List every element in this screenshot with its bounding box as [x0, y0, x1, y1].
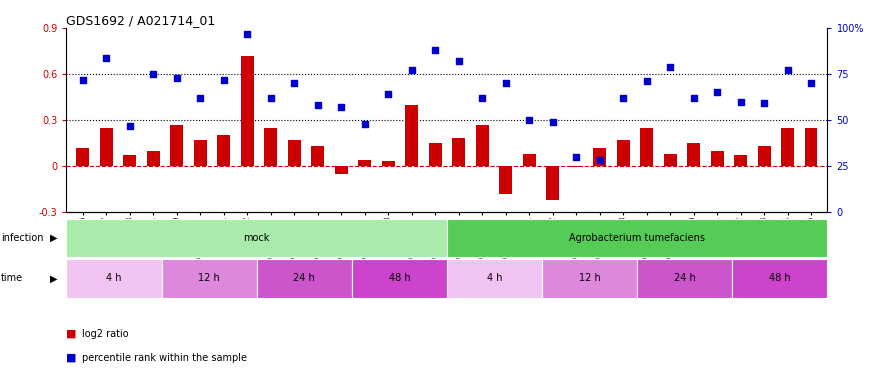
- Bar: [546, 166, 559, 200]
- Bar: [381, 161, 395, 166]
- Text: infection: infection: [1, 233, 43, 243]
- Point: [475, 95, 489, 101]
- Bar: [241, 56, 254, 166]
- Bar: [76, 148, 89, 166]
- Bar: [640, 128, 653, 166]
- Text: Agrobacterium tumefaciens: Agrobacterium tumefaciens: [569, 233, 705, 243]
- Point: [593, 158, 607, 164]
- Point: [428, 47, 442, 53]
- Point: [240, 31, 254, 37]
- Text: ■: ■: [66, 329, 77, 339]
- Bar: [637, 259, 733, 298]
- Bar: [758, 146, 771, 166]
- Point: [734, 99, 748, 105]
- Bar: [352, 259, 447, 298]
- Bar: [100, 128, 112, 166]
- Point: [687, 95, 701, 101]
- Text: 4 h: 4 h: [487, 273, 503, 284]
- Bar: [499, 166, 512, 194]
- Bar: [288, 140, 301, 166]
- Point: [498, 80, 512, 86]
- Point: [193, 95, 207, 101]
- Text: 48 h: 48 h: [769, 273, 790, 284]
- Text: 4 h: 4 h: [106, 273, 122, 284]
- Point: [287, 80, 301, 86]
- Point: [123, 123, 137, 129]
- Bar: [66, 259, 161, 298]
- Bar: [452, 138, 466, 166]
- Point: [146, 71, 160, 77]
- Bar: [733, 259, 827, 298]
- Bar: [781, 128, 794, 166]
- Bar: [194, 140, 207, 166]
- Bar: [570, 166, 582, 168]
- Point: [335, 104, 349, 110]
- Bar: [542, 259, 637, 298]
- Point: [358, 121, 372, 127]
- Point: [217, 76, 231, 82]
- Bar: [734, 155, 747, 166]
- Point: [569, 154, 583, 160]
- Bar: [170, 124, 183, 166]
- Bar: [257, 259, 351, 298]
- Point: [757, 100, 771, 106]
- Text: 12 h: 12 h: [579, 273, 601, 284]
- Bar: [664, 154, 676, 166]
- Bar: [335, 166, 348, 174]
- Bar: [711, 151, 724, 166]
- Point: [404, 68, 419, 74]
- Text: GDS1692 / A021714_01: GDS1692 / A021714_01: [66, 14, 216, 27]
- Point: [616, 95, 630, 101]
- Bar: [147, 151, 160, 166]
- Bar: [358, 160, 371, 166]
- Text: ▶: ▶: [50, 233, 57, 243]
- Point: [381, 91, 396, 97]
- Bar: [265, 128, 277, 166]
- Bar: [523, 154, 535, 166]
- Bar: [218, 135, 230, 166]
- Bar: [447, 219, 827, 257]
- Point: [781, 68, 795, 74]
- Bar: [66, 219, 447, 257]
- Point: [522, 117, 536, 123]
- Bar: [428, 143, 442, 166]
- Point: [311, 102, 325, 108]
- Point: [640, 78, 654, 84]
- Point: [451, 58, 466, 64]
- Text: 12 h: 12 h: [198, 273, 220, 284]
- Text: percentile rank within the sample: percentile rank within the sample: [82, 353, 247, 363]
- Bar: [123, 155, 136, 166]
- Bar: [476, 124, 489, 166]
- Point: [663, 64, 677, 70]
- Text: time: time: [1, 273, 23, 284]
- Bar: [617, 140, 629, 166]
- Text: log2 ratio: log2 ratio: [82, 329, 129, 339]
- Text: 48 h: 48 h: [389, 273, 410, 284]
- Bar: [804, 128, 818, 166]
- Point: [710, 90, 724, 96]
- Text: 24 h: 24 h: [293, 273, 315, 284]
- Text: ■: ■: [66, 353, 77, 363]
- Point: [99, 54, 113, 60]
- Bar: [687, 143, 700, 166]
- Bar: [593, 148, 606, 166]
- Point: [76, 76, 90, 82]
- Point: [545, 119, 559, 125]
- Text: ▶: ▶: [50, 273, 57, 284]
- Bar: [312, 146, 324, 166]
- Bar: [161, 259, 257, 298]
- Text: mock: mock: [243, 233, 270, 243]
- Bar: [405, 105, 418, 166]
- Point: [804, 80, 818, 86]
- Point: [170, 75, 184, 81]
- Bar: [447, 259, 542, 298]
- Text: 24 h: 24 h: [673, 273, 696, 284]
- Point: [264, 95, 278, 101]
